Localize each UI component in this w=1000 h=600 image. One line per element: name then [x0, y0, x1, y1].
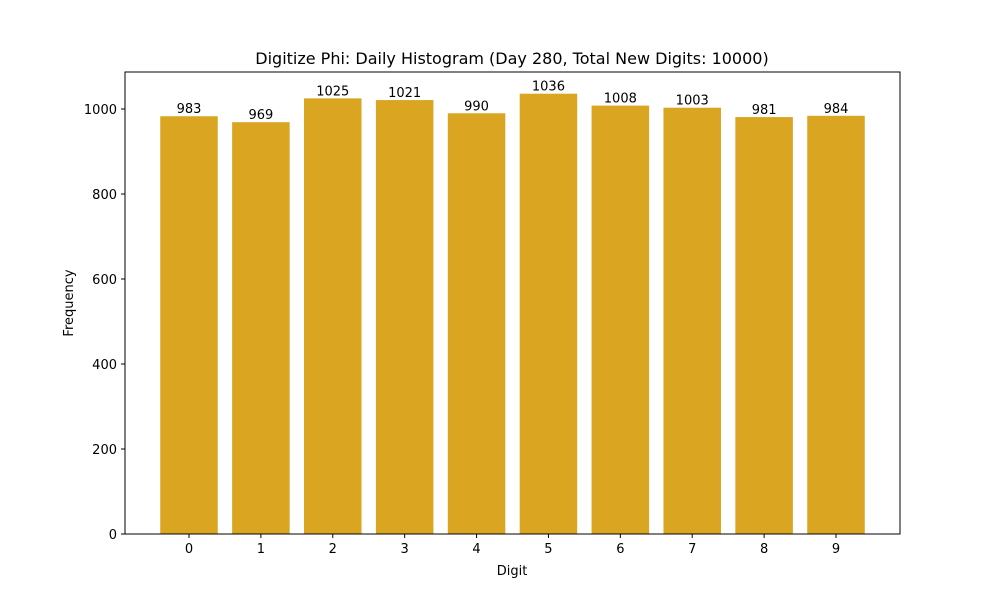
- x-tick-label: 0: [185, 542, 193, 557]
- bar-digit-9: [807, 115, 865, 535]
- bar-value-label: 984: [824, 102, 849, 117]
- chart-title: Digitize Phi: Daily Histogram (Day 280, …: [255, 49, 768, 68]
- bar-value-label: 1025: [316, 84, 349, 99]
- bar-value-label: 1008: [604, 92, 637, 107]
- bar-value-label: 990: [464, 99, 489, 114]
- y-axis-label: Frequency: [62, 269, 77, 336]
- x-tick-label: 5: [544, 542, 552, 557]
- x-tick-label: 3: [401, 542, 409, 557]
- y-tick-label: 1000: [84, 103, 117, 118]
- x-tick-label: 2: [329, 542, 337, 557]
- x-tick-label: 4: [472, 542, 480, 557]
- y-tick-label: 600: [92, 273, 117, 288]
- bar-digit-0: [160, 116, 218, 534]
- x-axis-ticks: 0 1 2 3 4 5 6 7 8 9: [185, 534, 840, 557]
- x-tick-label: 8: [760, 542, 768, 557]
- bar-digit-6: [591, 105, 650, 534]
- bar-digit-7: [663, 107, 721, 534]
- bar-value-label: 1003: [676, 94, 709, 109]
- bar-value-label: 1021: [388, 86, 421, 101]
- y-tick-label: 400: [92, 358, 117, 373]
- bar-digit-5: [519, 93, 578, 534]
- bar-value-label: 969: [248, 108, 273, 123]
- x-tick-label: 7: [688, 542, 696, 557]
- plot-frame: [124, 71, 901, 535]
- y-axis-ticks: 0 200 400 600 800 1000: [84, 103, 125, 543]
- bar-digit-3: [375, 100, 434, 534]
- x-tick-label: 9: [832, 542, 840, 557]
- bar-value-labels: 983 969 1025 1021 990 1036 1008 1003 981 984: [177, 80, 849, 123]
- bar-digit-1: [232, 122, 290, 535]
- bars-group: [160, 93, 865, 535]
- bar-digit-8: [735, 117, 793, 534]
- bar-value-label: 1036: [532, 80, 565, 95]
- y-tick-label: 800: [92, 188, 117, 203]
- y-tick-label: 0: [109, 528, 117, 543]
- bar-digit-4: [447, 113, 506, 534]
- x-tick-label: 6: [616, 542, 624, 557]
- bar-digit-2: [304, 98, 362, 534]
- bar-value-label: 981: [752, 103, 777, 118]
- y-tick-label: 200: [92, 443, 117, 458]
- bar-value-label: 983: [177, 102, 202, 117]
- x-axis-label: Digit: [497, 564, 528, 579]
- x-tick-label: 1: [257, 542, 265, 557]
